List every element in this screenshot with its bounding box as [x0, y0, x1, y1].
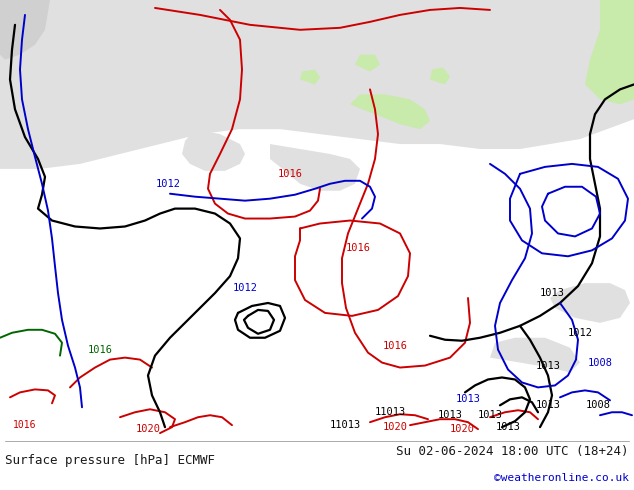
Text: 1013: 1013	[540, 288, 564, 298]
Polygon shape	[430, 68, 450, 84]
Text: 11013: 11013	[374, 407, 406, 417]
Text: 1008: 1008	[588, 358, 612, 368]
Polygon shape	[355, 54, 380, 72]
Text: 1016: 1016	[87, 344, 112, 355]
Polygon shape	[270, 144, 360, 191]
Text: 1016: 1016	[346, 244, 370, 253]
Text: 1013: 1013	[455, 394, 481, 404]
Text: 1012: 1012	[233, 283, 257, 293]
Text: 1013: 1013	[496, 422, 521, 432]
Text: 1013: 1013	[536, 400, 560, 410]
Polygon shape	[305, 109, 345, 134]
Polygon shape	[510, 89, 560, 121]
Polygon shape	[490, 338, 580, 372]
Text: Su 02-06-2024 18:00 UTC (18+24): Su 02-06-2024 18:00 UTC (18+24)	[396, 445, 629, 459]
Text: 1020: 1020	[382, 422, 408, 432]
Text: 1016: 1016	[13, 420, 37, 430]
Polygon shape	[182, 129, 245, 171]
Text: 1013: 1013	[437, 410, 462, 420]
Polygon shape	[300, 70, 320, 84]
Text: 1016: 1016	[278, 169, 302, 179]
Polygon shape	[0, 0, 50, 60]
Text: Surface pressure [hPa] ECMWF: Surface pressure [hPa] ECMWF	[5, 454, 215, 467]
Text: 1020: 1020	[136, 424, 160, 434]
Polygon shape	[0, 0, 634, 169]
Text: ©weatheronline.co.uk: ©weatheronline.co.uk	[494, 473, 629, 483]
Text: 11013: 11013	[330, 420, 361, 430]
Text: 1012: 1012	[155, 179, 181, 189]
Text: 1013: 1013	[477, 410, 503, 420]
Text: 1016: 1016	[382, 341, 408, 351]
Polygon shape	[550, 283, 630, 323]
Polygon shape	[350, 95, 430, 129]
Text: 1013: 1013	[536, 361, 560, 370]
Text: 1012: 1012	[567, 328, 593, 338]
Text: 1020: 1020	[450, 424, 474, 434]
Polygon shape	[585, 0, 634, 104]
Text: 1008: 1008	[586, 400, 611, 410]
